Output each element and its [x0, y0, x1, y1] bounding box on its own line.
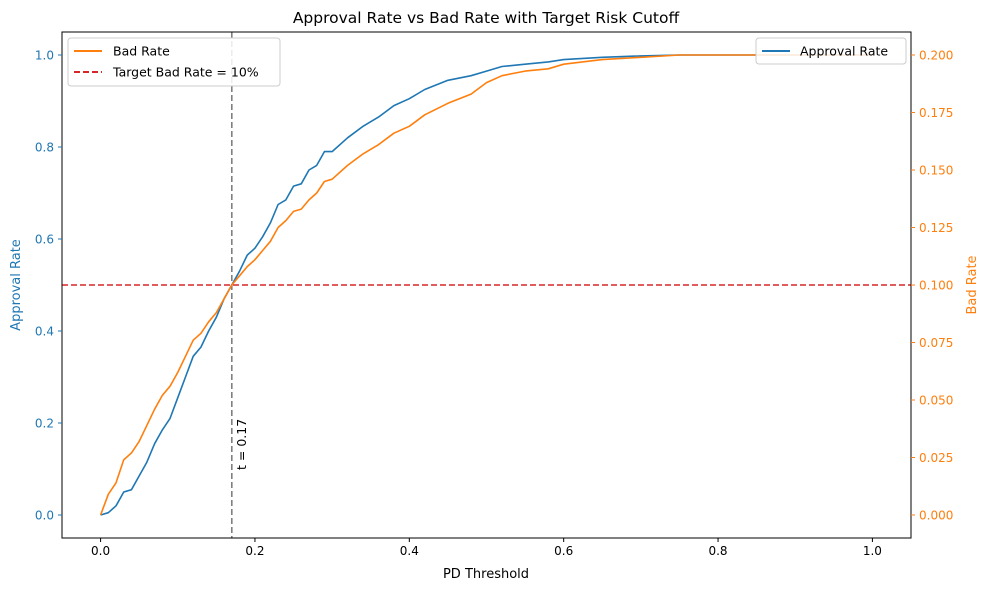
left-y-tick-label: 1.0: [35, 49, 54, 63]
right-y-tick-label: 0.025: [919, 451, 953, 465]
x-tick-label: 0.8: [708, 544, 727, 558]
legend-approval-label: Approval Rate: [800, 44, 888, 59]
legend-target-label: Target Bad Rate = 10%: [112, 65, 259, 80]
x-axis-label: PD Threshold: [443, 567, 529, 582]
x-axis: 0.0 0.2 0.4 0.6 0.8 1.0: [91, 538, 882, 558]
right-y-tick-label: 0.125: [919, 221, 953, 235]
approval-rate-line: [100, 54, 873, 516]
left-y-tick-label: 0.8: [35, 141, 54, 155]
left-y-axis: 0.0 0.2 0.4 0.6 0.8 1.0: [35, 49, 62, 523]
legend-bad-rate-label: Bad Rate: [113, 44, 170, 59]
right-y-axis: 0.000 0.025 0.050 0.075 0.100 0.125 0.150 0.175…: [911, 49, 953, 523]
x-tick-label: 0.2: [245, 544, 264, 558]
right-y-tick-label: 0.100: [919, 279, 953, 293]
left-y-tick-label: 0.0: [35, 509, 54, 523]
left-y-tick-label: 0.2: [35, 417, 54, 431]
x-tick-label: 0.0: [91, 544, 110, 558]
x-tick-label: 0.6: [554, 544, 573, 558]
legend-left: Bad Rate Target Bad Rate = 10%: [67, 37, 281, 87]
left-y-tick-label: 0.6: [35, 233, 54, 247]
left-y-axis-label: Approval Rate: [9, 239, 24, 331]
right-y-tick-label: 0.075: [919, 336, 953, 350]
chart-title: Approval Rate vs Bad Rate with Target Ri…: [293, 9, 680, 27]
right-y-tick-label: 0.175: [919, 106, 953, 120]
right-y-tick-label: 0.200: [919, 49, 953, 63]
right-y-tick-label: 0.050: [919, 394, 953, 408]
legend-right-box: [755, 37, 907, 65]
right-y-axis-label: Bad Rate: [965, 255, 980, 314]
bad-rate-line: [99, 54, 873, 516]
plot-area: t = 0.17: [62, 32, 911, 538]
left-y-tick-label: 0.4: [35, 325, 54, 339]
cutoff-label: t = 0.17: [234, 419, 249, 470]
right-y-tick-label: 0.150: [919, 164, 953, 178]
legend-left-box: [67, 37, 281, 87]
right-y-tick-label: 0.000: [919, 509, 953, 523]
x-tick-label: 0.4: [400, 544, 419, 558]
legend-right: Approval Rate: [755, 37, 907, 65]
x-tick-label: 1.0: [863, 544, 882, 558]
